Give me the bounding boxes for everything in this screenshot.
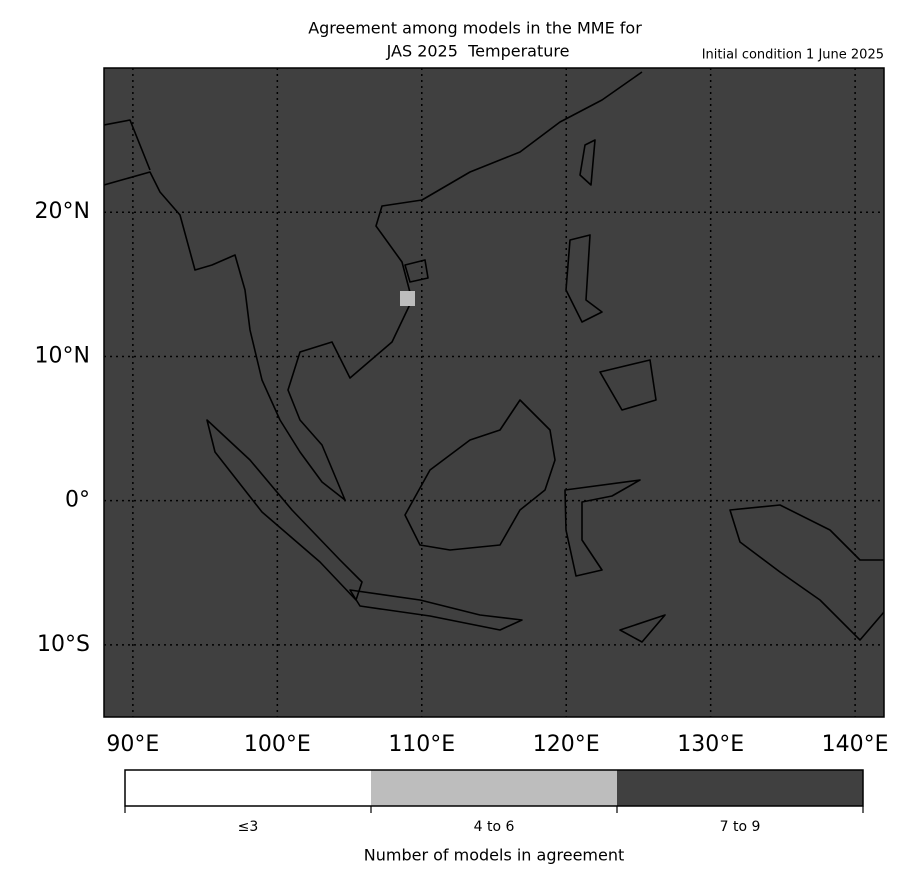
colorbar-label: ≤3 bbox=[238, 819, 259, 835]
colorbar-segment bbox=[371, 770, 617, 806]
colorbar-label: 7 to 9 bbox=[720, 819, 761, 835]
luzon bbox=[565, 234, 603, 323]
x-tick-label: 110°E bbox=[388, 732, 455, 757]
x-tick-label: 140°E bbox=[822, 732, 889, 757]
map-background bbox=[104, 68, 884, 717]
mainland-coast bbox=[104, 71, 643, 501]
hainan bbox=[404, 259, 429, 283]
x-tick-label: 90°E bbox=[106, 732, 159, 757]
colorbar-segment bbox=[617, 770, 863, 806]
taiwan bbox=[579, 139, 596, 186]
grid bbox=[104, 68, 884, 717]
x-tick-label: 120°E bbox=[533, 732, 600, 757]
agreement-cell bbox=[400, 291, 415, 306]
myanmar-coast bbox=[104, 119, 151, 171]
initial-condition: Initial condition 1 June 2025 bbox=[702, 48, 884, 63]
coastlines bbox=[104, 71, 884, 643]
timor bbox=[619, 614, 666, 643]
y-tick-label: 20°N bbox=[35, 199, 90, 224]
y-tick-label: 10°S bbox=[37, 632, 90, 657]
map-frame bbox=[103, 67, 885, 718]
x-tick-label: 100°E bbox=[244, 732, 311, 757]
x-tick-label: 130°E bbox=[677, 732, 744, 757]
sulawesi bbox=[564, 479, 641, 577]
colorbar-segment bbox=[125, 770, 371, 806]
mindanao bbox=[599, 359, 657, 411]
new-guinea bbox=[729, 504, 884, 641]
colorbar: ≤3 4 to 6 7 to 9 bbox=[124, 769, 864, 835]
colorbar-label: 4 to 6 bbox=[474, 819, 515, 835]
y-tick-label: 10°N bbox=[35, 343, 90, 368]
y-tick-label: 0° bbox=[65, 488, 90, 513]
java bbox=[349, 589, 523, 631]
title: Agreement among models in the MME for bbox=[308, 19, 642, 38]
subtitle: JAS 2025 Temperature bbox=[386, 42, 570, 61]
colorbar-frame bbox=[124, 769, 864, 807]
borneo bbox=[404, 399, 556, 551]
colorbar-title: Number of models in agreement bbox=[364, 846, 625, 865]
